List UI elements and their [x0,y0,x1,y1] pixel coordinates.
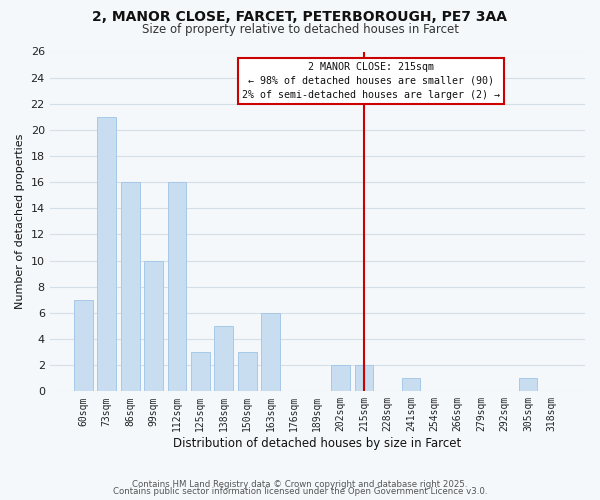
Bar [214,326,233,392]
Text: Size of property relative to detached houses in Farcet: Size of property relative to detached ho… [142,22,458,36]
Bar [355,365,373,392]
Bar [518,378,537,392]
Bar [121,182,140,392]
Text: Contains HM Land Registry data © Crown copyright and database right 2025.: Contains HM Land Registry data © Crown c… [132,480,468,489]
Bar [97,117,116,392]
Bar [74,300,93,392]
Bar [238,352,257,392]
Bar [191,352,210,392]
X-axis label: Distribution of detached houses by size in Farcet: Distribution of detached houses by size … [173,437,461,450]
Bar [261,313,280,392]
Bar [401,378,420,392]
Bar [167,182,187,392]
Text: Contains public sector information licensed under the Open Government Licence v3: Contains public sector information licen… [113,488,487,496]
Bar [331,365,350,392]
Bar [144,260,163,392]
Text: 2 MANOR CLOSE: 215sqm
← 98% of detached houses are smaller (90)
2% of semi-detac: 2 MANOR CLOSE: 215sqm ← 98% of detached … [242,62,500,100]
Text: 2, MANOR CLOSE, FARCET, PETERBOROUGH, PE7 3AA: 2, MANOR CLOSE, FARCET, PETERBOROUGH, PE… [92,10,508,24]
Y-axis label: Number of detached properties: Number of detached properties [15,134,25,309]
